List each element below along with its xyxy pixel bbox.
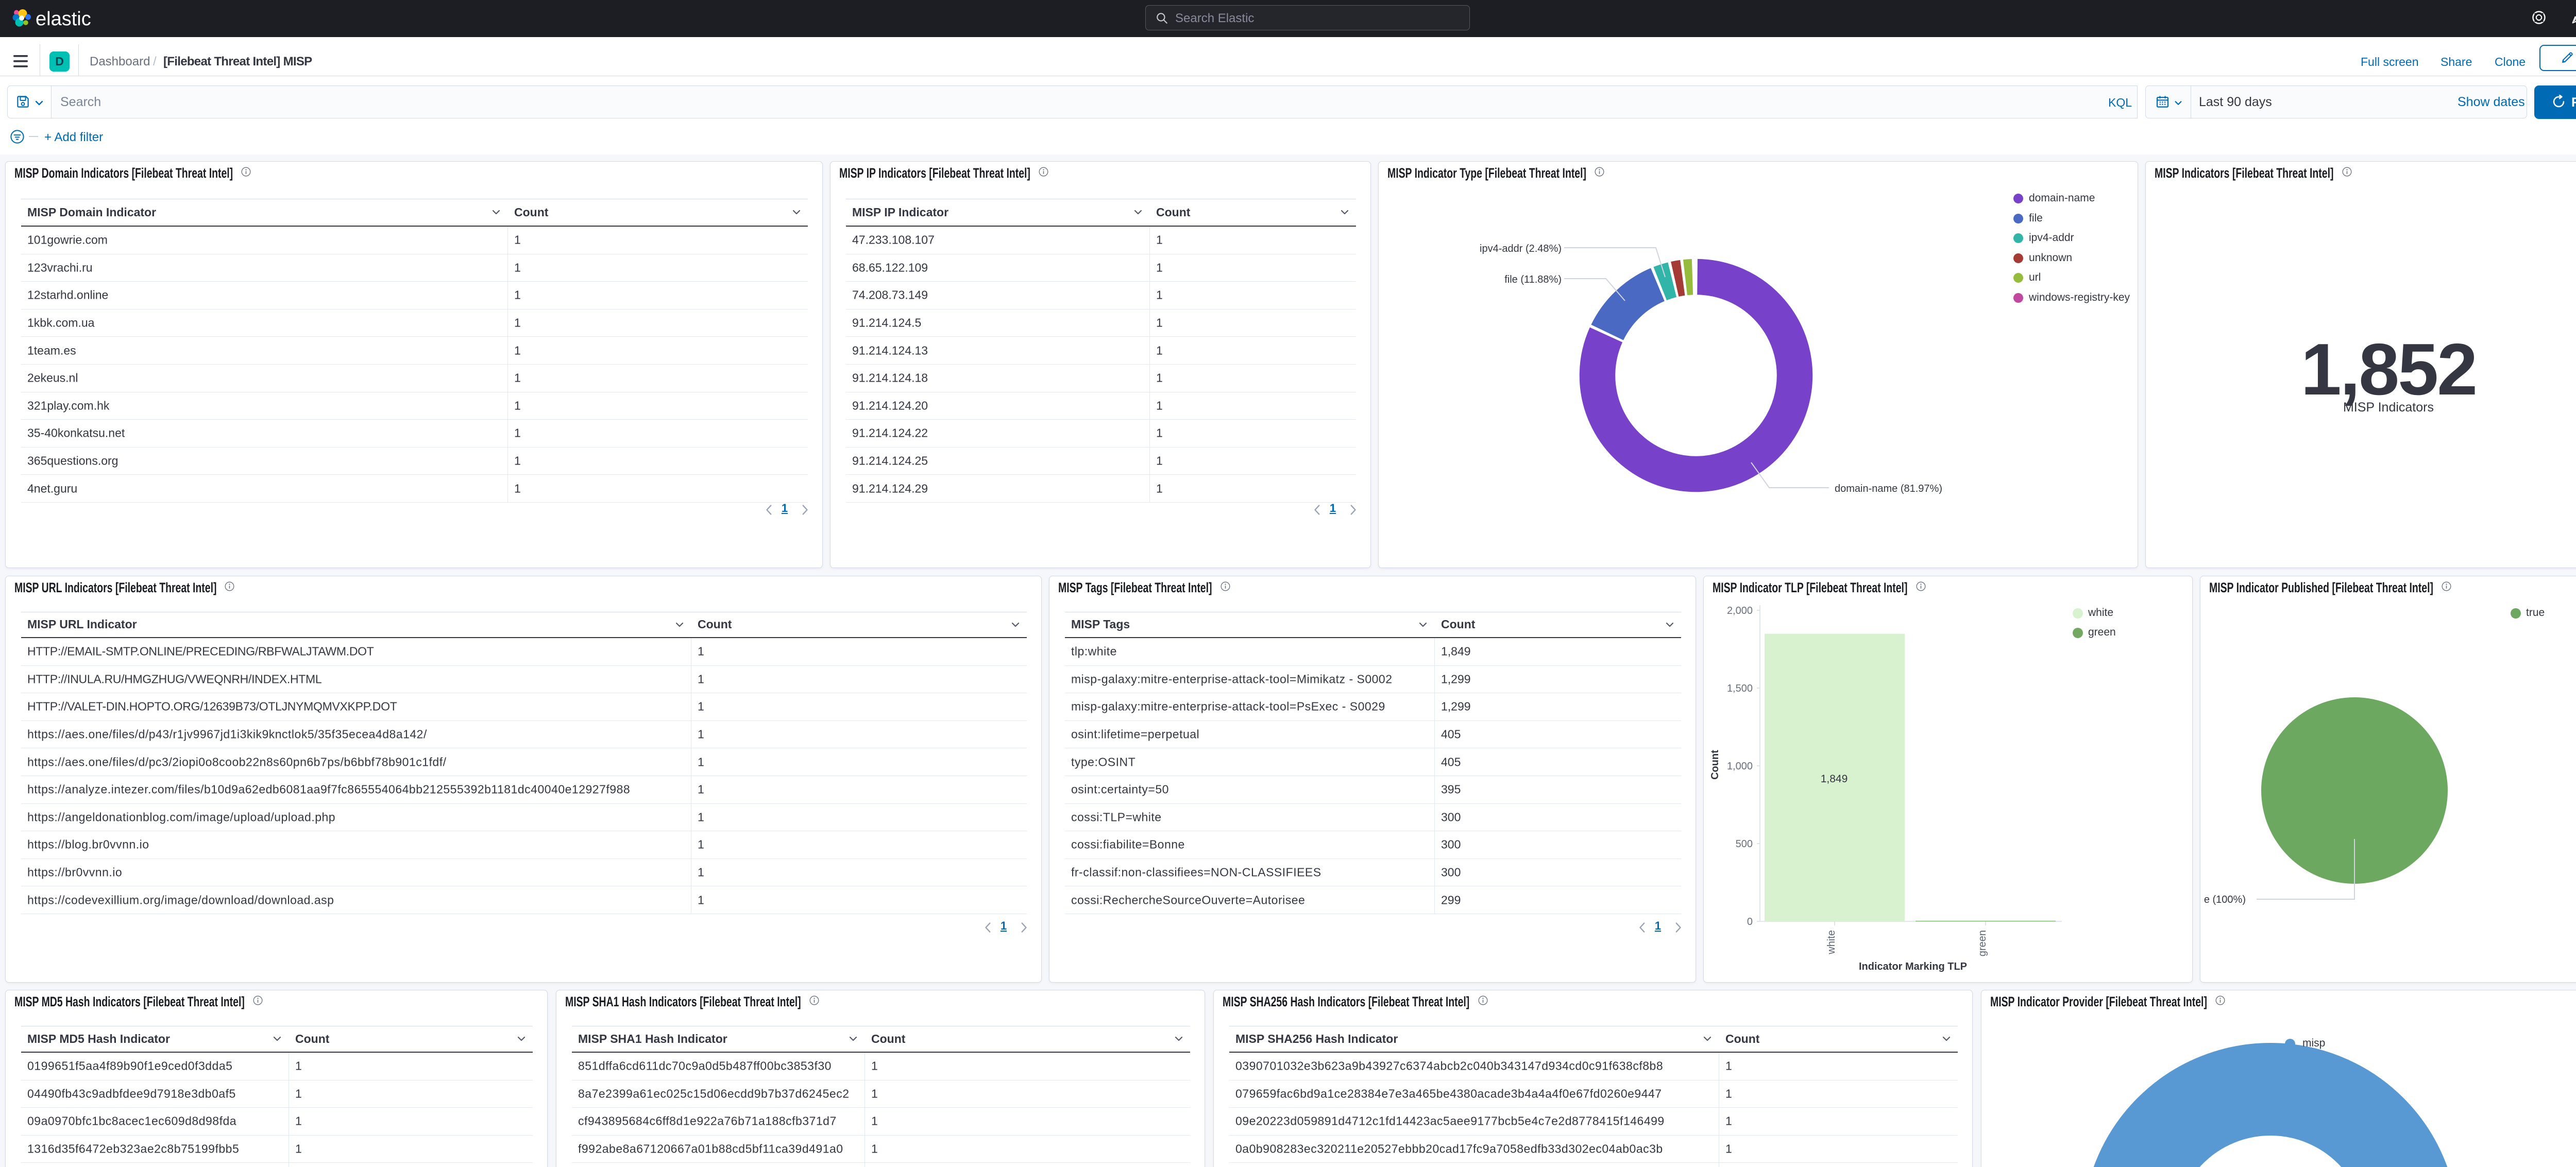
svg-text:Indicator Marking TLP: Indicator Marking TLP [1859, 961, 1967, 972]
svg-text:Count: Count [1709, 750, 1721, 780]
svg-text:1,500: 1,500 [1727, 683, 1753, 694]
svg-text:1,849: 1,849 [1821, 773, 1848, 785]
svg-text:500: 500 [1736, 838, 1753, 850]
svg-text:1,000: 1,000 [1727, 761, 1753, 772]
svg-text:e (100%): e (100%) [2204, 894, 2246, 905]
svg-text:white: white [1826, 930, 1837, 955]
svg-text:domain-name (81.97%): domain-name (81.97%) [1835, 483, 1942, 494]
svg-text:ipv4-addr (2.48%): ipv4-addr (2.48%) [1480, 243, 1562, 254]
svg-text:2,000: 2,000 [1727, 605, 1753, 616]
svg-text:0: 0 [1747, 916, 1753, 928]
svg-text:green: green [1977, 930, 1988, 956]
svg-text:file (11.88%): file (11.88%) [1504, 274, 1562, 285]
